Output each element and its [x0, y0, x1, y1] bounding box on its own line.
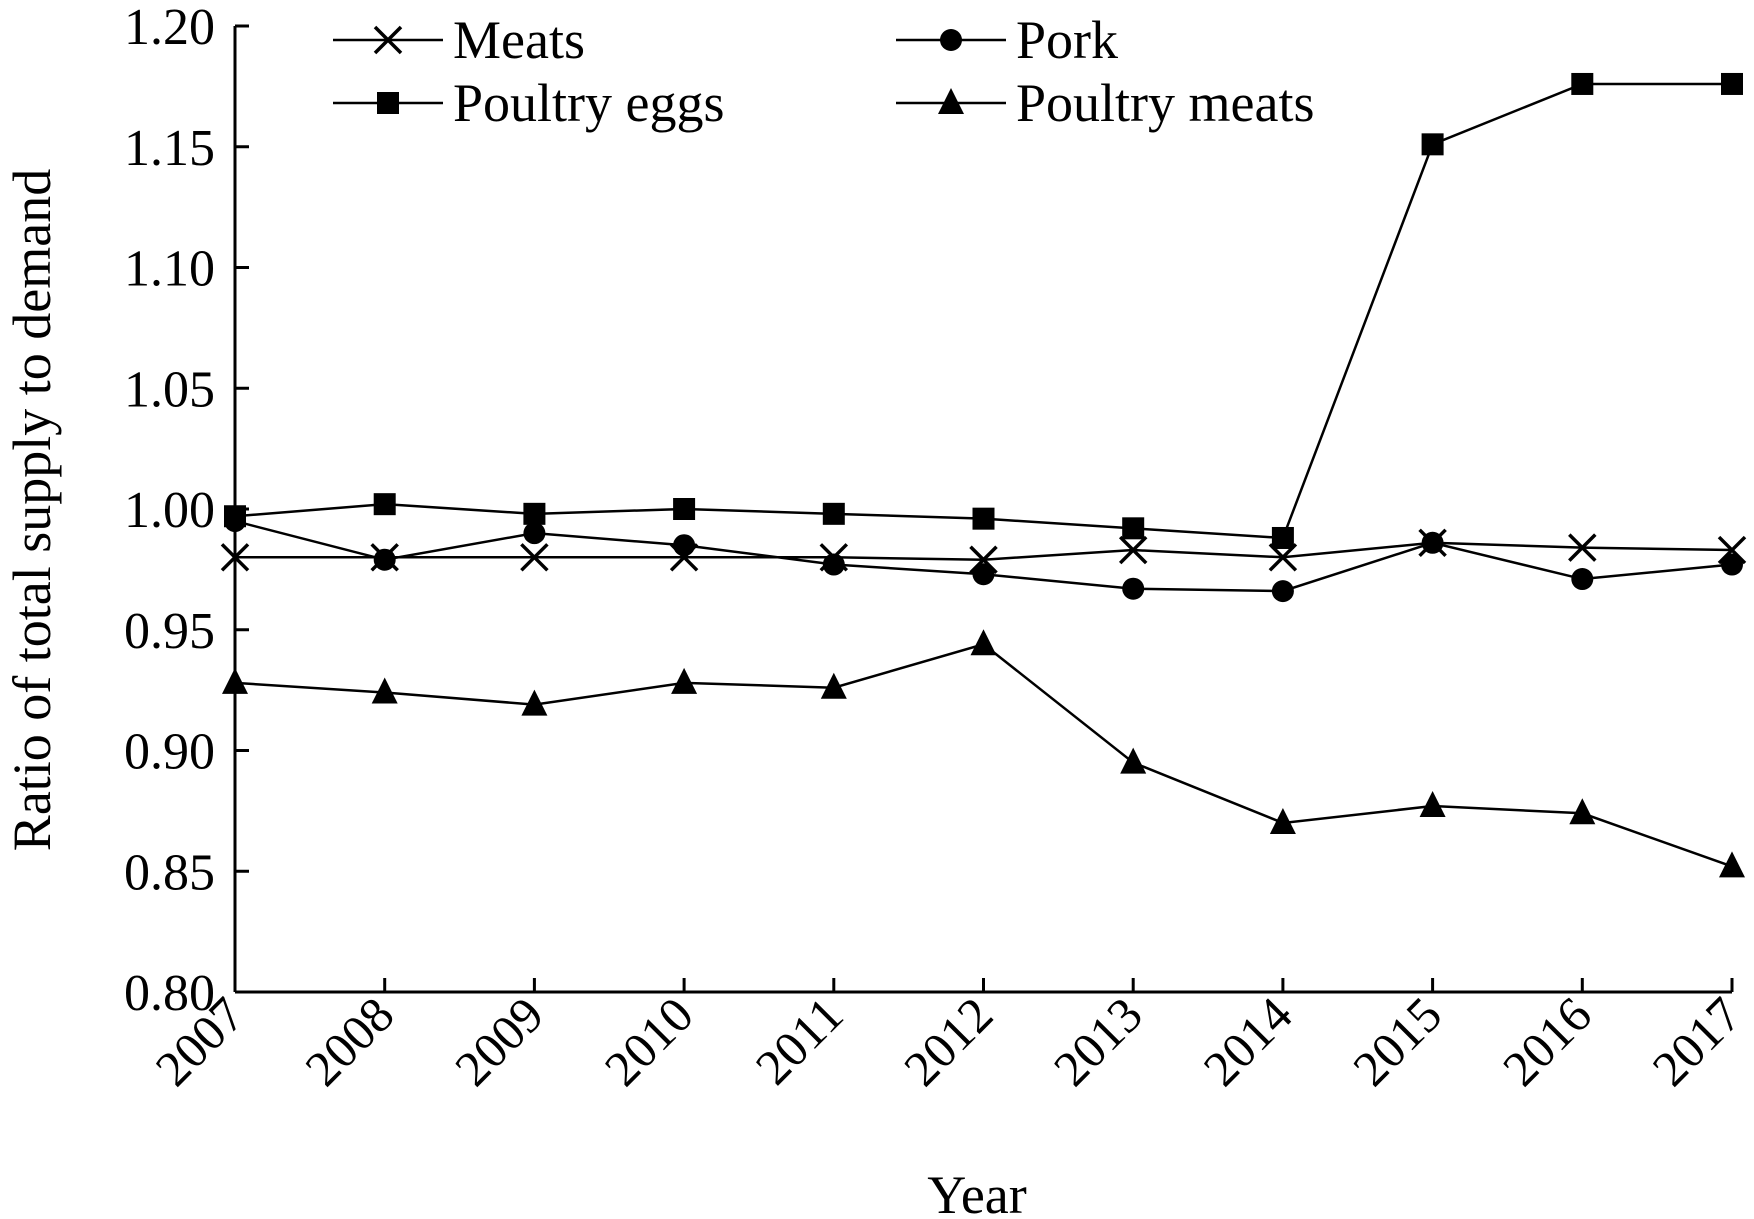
data-point-poultry-eggs	[373, 493, 396, 516]
data-point-poultry-eggs	[822, 502, 845, 525]
data-point-pork	[972, 563, 995, 586]
data-point-pork	[373, 548, 396, 571]
data-point-poultry-meats	[1569, 798, 1596, 825]
data-point-pork	[673, 534, 696, 557]
x-tick-label: 2011	[745, 986, 854, 1095]
data-point-pork	[822, 553, 845, 576]
y-tick-label: 0.85	[124, 844, 215, 901]
series-line-poultry-meats	[234, 642, 1733, 868]
x-tick-label: 2012	[893, 986, 1003, 1096]
x-tick-label: 2009	[444, 986, 554, 1096]
y-tick-label: 1.15	[124, 120, 215, 177]
y-tick-label: 1.10	[124, 241, 215, 298]
data-point-poultry-eggs	[523, 502, 546, 525]
y-tick-label: 1.05	[124, 361, 215, 418]
series-lines	[234, 82, 1733, 868]
data-point-poultry-meats	[371, 677, 398, 704]
y-tick-label: 0.90	[124, 724, 215, 781]
x-axis-title: Year	[927, 1165, 1027, 1219]
x-tick-label: 2017	[1641, 986, 1751, 1096]
legend-label-poultry-meats: Poultry meats	[1016, 73, 1314, 133]
data-point-poultry-meats	[820, 672, 847, 699]
data-point-poultry-meats	[1269, 807, 1296, 834]
legend-marker-poultry-eggs	[377, 92, 399, 114]
data-point-poultry-eggs	[1122, 517, 1145, 540]
data-point-pork	[1721, 553, 1743, 576]
series-markers	[220, 72, 1747, 878]
data-point-pork	[1271, 580, 1294, 603]
y-tick-label: 1.00	[124, 482, 215, 539]
data-point-poultry-meats	[521, 689, 548, 716]
data-point-pork	[1421, 531, 1444, 554]
data-point-pork	[1122, 577, 1145, 600]
x-ticks: 2007 2008 2009 2010 2011 2012 2013 2014 2015 2016…	[144, 978, 1752, 1096]
x-tick-label: 2013	[1043, 986, 1153, 1096]
legend-label-meats: Meats	[453, 10, 585, 70]
legend-marker-poultry-meats	[938, 88, 964, 114]
data-point-poultry-eggs	[1421, 133, 1444, 156]
legend-label-poultry-eggs: Poultry eggs	[453, 73, 725, 133]
data-point-poultry-eggs	[673, 498, 696, 520]
legend-marker-meats	[373, 25, 403, 55]
legend-marker-pork	[940, 29, 962, 51]
y-tick-label: 1.20	[124, 0, 215, 56]
data-point-poultry-eggs	[1721, 72, 1743, 95]
y-ticks: 0.80 0.85 0.90 0.95 1.00 1.05 1.10 1.15 1.20	[124, 0, 249, 1022]
data-point-poultry-eggs	[1271, 526, 1294, 549]
x-tick-label: 2010	[594, 986, 704, 1096]
data-point-poultry-meats	[1120, 747, 1147, 774]
data-point-poultry-meats	[970, 629, 997, 656]
data-point-poultry-eggs	[1571, 72, 1594, 95]
x-tick-label: 2014	[1192, 986, 1302, 1096]
data-point-poultry-eggs	[972, 507, 995, 530]
data-point-meats	[1568, 533, 1597, 562]
legend-label-pork: Pork	[1016, 10, 1118, 70]
y-tick-label: 0.95	[124, 603, 215, 660]
x-tick-label: 2016	[1492, 986, 1602, 1096]
data-point-poultry-meats	[1419, 791, 1446, 818]
series-line-poultry-eggs	[234, 82, 1732, 540]
data-point-meats	[520, 543, 549, 572]
data-point-pork	[1571, 568, 1594, 591]
data-point-pork	[523, 522, 546, 545]
data-point-poultry-meats	[671, 667, 698, 694]
legend: Meats Pork Poultry eggs Poultry meats	[333, 10, 1314, 133]
y-axis-title: Ratio of total supply to demand	[2, 169, 62, 851]
x-tick-label: 2015	[1342, 986, 1452, 1096]
y-tick-label: 0.80	[124, 965, 215, 1022]
data-point-meats	[1118, 535, 1148, 565]
x-tick-label: 2008	[294, 986, 404, 1096]
data-point-poultry-meats	[1719, 851, 1745, 878]
